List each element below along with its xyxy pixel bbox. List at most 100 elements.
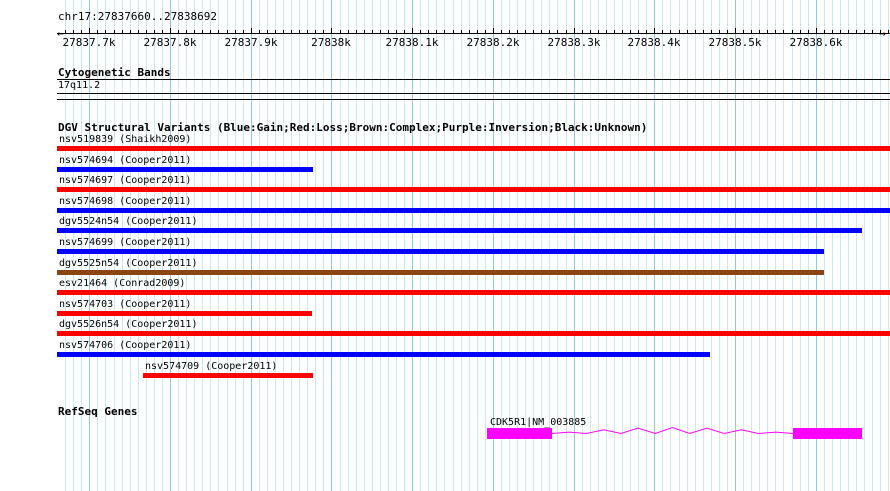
dgv-variant-bar[interactable]	[57, 270, 824, 275]
ruler-tick-major	[735, 28, 736, 34]
ruler-tick-minor	[848, 30, 849, 34]
refseq-exon-block[interactable]	[793, 428, 862, 439]
dgv-variant-bar[interactable]	[57, 311, 312, 316]
ruler-tick-minor	[227, 30, 228, 34]
ruler-tick-label: 27837.7k	[62, 36, 116, 49]
ruler-tick-minor	[590, 30, 591, 34]
ruler-tick-minor	[186, 30, 187, 34]
ruler-tick-minor	[388, 30, 389, 34]
ruler-tick-minor	[73, 30, 74, 34]
dgv-variant-label[interactable]: dgv5524n54 (Cooper2011)	[59, 216, 198, 227]
ruler-tick-minor	[364, 30, 365, 34]
dgv-variant-bar[interactable]	[57, 187, 890, 192]
dgv-variant-bar[interactable]	[143, 373, 313, 378]
dgv-variant-bar[interactable]	[57, 249, 824, 254]
ruler-tick-minor	[711, 30, 712, 34]
ruler-tick-minor	[646, 30, 647, 34]
track-title-cytogenetic-bands: Cytogenetic Bands	[58, 66, 171, 79]
cytoband-rule-top	[57, 79, 890, 80]
dgv-variant-bar[interactable]	[57, 228, 862, 233]
track-title-refseq-genes: RefSeq Genes	[58, 405, 138, 418]
ruler-tick-minor	[557, 30, 558, 34]
ruler-tick-minor	[420, 30, 421, 34]
dgv-variant-label[interactable]: nsv574698 (Cooper2011)	[59, 196, 192, 207]
ruler-tick-minor	[630, 30, 631, 34]
ruler-tick-minor	[178, 30, 179, 34]
ruler-tick-minor	[299, 30, 300, 34]
ruler-tick-minor	[477, 30, 478, 34]
ruler-tick-minor	[130, 30, 131, 34]
ruler-tick-minor	[800, 30, 801, 34]
ruler-tick-major	[574, 28, 575, 34]
ruler-tick-minor	[469, 30, 470, 34]
ruler-tick-minor	[598, 30, 599, 34]
ruler-tick-minor	[283, 30, 284, 34]
ruler-tick-minor	[703, 30, 704, 34]
ruler-tick-minor	[194, 30, 195, 34]
ruler-tick-minor	[662, 30, 663, 34]
ruler-axis-line	[57, 33, 890, 34]
ruler-tick-minor	[461, 30, 462, 34]
ruler-tick-minor	[436, 30, 437, 34]
ruler-tick-major	[89, 28, 90, 34]
dgv-variant-label[interactable]: nsv574699 (Cooper2011)	[59, 237, 192, 248]
ruler-tick-minor	[751, 30, 752, 34]
dgv-variant-label[interactable]: esv21464 (Conrad2009)	[59, 278, 186, 289]
dgv-variant-bar[interactable]	[57, 352, 710, 357]
refseq-exon-block[interactable]	[487, 428, 552, 439]
ruler-tick-label: 27838.1k	[385, 36, 439, 49]
ruler-tick-minor	[307, 30, 308, 34]
ruler-tick-minor	[856, 30, 857, 34]
ruler-tick-minor	[340, 30, 341, 34]
ruler-tick-minor	[348, 30, 349, 34]
ruler-tick-minor	[97, 30, 98, 34]
cytoband-label-17q11-2[interactable]: 17q11.2	[58, 80, 101, 91]
ruler-tick-minor	[323, 30, 324, 34]
ruler-tick-minor	[606, 30, 607, 34]
ruler-tick-minor	[840, 30, 841, 34]
dgv-variant-bar[interactable]	[57, 146, 890, 151]
ruler-tick-label: 27838.4k	[627, 36, 681, 49]
ruler-tick-label: 27838.3k	[547, 36, 601, 49]
ruler-tick-minor	[638, 30, 639, 34]
refseq-gene-label[interactable]: CDK5R1|NM_003885	[490, 417, 587, 428]
ruler-tick-major	[493, 28, 494, 34]
ruler-left-arrow-icon: ←	[57, 27, 64, 40]
dgv-variant-label[interactable]: nsv574694 (Cooper2011)	[59, 155, 192, 166]
ruler-tick-minor	[453, 30, 454, 34]
ruler-tick-minor	[356, 30, 357, 34]
ruler-tick-minor	[154, 30, 155, 34]
ruler-tick-minor	[533, 30, 534, 34]
ruler-tick-minor	[380, 30, 381, 34]
ruler-tick-minor	[235, 30, 236, 34]
dgv-variant-bar[interactable]	[57, 290, 890, 295]
dgv-variant-bar[interactable]	[57, 208, 890, 213]
coordinate-range-label: chr17:27837660..27838692	[58, 10, 217, 23]
ruler-tick-label: 27838.5k	[708, 36, 762, 49]
ruler-tick-minor	[122, 30, 123, 34]
ruler-tick-minor	[679, 30, 680, 34]
cytoband-rule-divider	[57, 99, 890, 100]
ruler-tick-minor	[444, 30, 445, 34]
dgv-variant-label[interactable]: nsv574697 (Cooper2011)	[59, 175, 192, 186]
dgv-variant-label[interactable]: nsv519839 (Shaikh2009)	[59, 134, 192, 145]
ruler-tick-minor	[759, 30, 760, 34]
dgv-variant-label[interactable]: dgv5526n54 (Cooper2011)	[59, 319, 198, 330]
ruler-tick-minor	[614, 30, 615, 34]
dgv-variant-label[interactable]: nsv574703 (Cooper2011)	[59, 299, 192, 310]
ruler-tick-minor	[832, 30, 833, 34]
ruler-tick-minor	[775, 30, 776, 34]
ruler-tick-minor	[582, 30, 583, 34]
ruler-tick-minor	[396, 30, 397, 34]
dgv-variant-label[interactable]: nsv574709 (Cooper2011)	[145, 361, 278, 372]
dgv-variant-bar[interactable]	[57, 167, 313, 172]
dgv-variant-label[interactable]: dgv5525n54 (Cooper2011)	[59, 258, 198, 269]
ruler-tick-minor	[880, 30, 881, 34]
ruler-tick-minor	[485, 30, 486, 34]
dgv-variant-bar[interactable]	[57, 331, 890, 336]
ruler-tick-minor	[275, 30, 276, 34]
dgv-variant-label[interactable]: nsv574706 (Cooper2011)	[59, 340, 192, 351]
ruler-tick-major	[816, 28, 817, 34]
ruler-tick-label: 27838.2k	[466, 36, 520, 49]
